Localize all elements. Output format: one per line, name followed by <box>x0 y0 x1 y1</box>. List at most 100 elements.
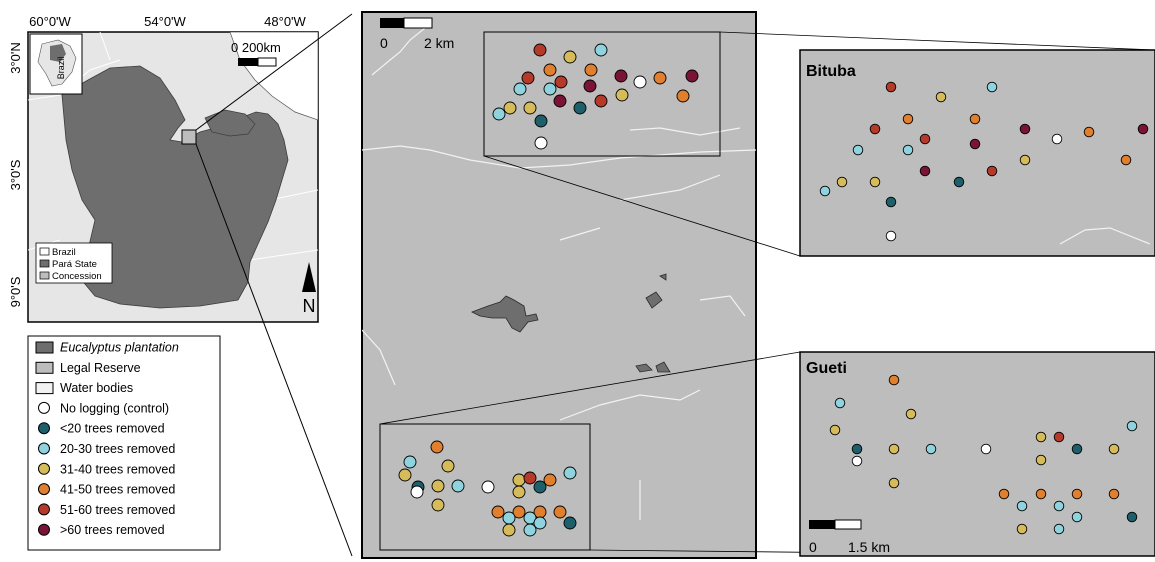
concession-scale-bar: 0 2 km <box>380 17 454 51</box>
bituba-small-plot-point <box>594 94 608 108</box>
gueti-small-plot-point <box>502 511 516 525</box>
concession-scale-end: 2 km <box>424 35 454 51</box>
gueti-small-plot-point <box>563 516 577 530</box>
bituba-big-plot-point <box>969 113 981 125</box>
gueti-big-plot-point <box>1108 443 1120 455</box>
overview-scale-bar: 0 200km <box>231 40 281 67</box>
bituba-small-plot-point <box>543 63 557 77</box>
legend-label-1: Legal Reserve <box>60 361 141 375</box>
gueti-small-plot-point <box>451 479 465 493</box>
bituba-big-plot-point <box>969 138 981 150</box>
gueti-small-plot-point <box>431 479 445 493</box>
bituba-big-plot-point <box>986 165 998 177</box>
bituba-big-plot-point <box>885 81 897 93</box>
legend-symbol-5 <box>38 442 50 455</box>
gueti-big-plot-point <box>1035 454 1047 466</box>
gueti-big-plot-point <box>925 443 937 455</box>
legend-symbol-4 <box>38 422 50 435</box>
gueti-big-plot-point <box>1071 443 1083 455</box>
bituba-big-plot-point <box>919 133 931 145</box>
bituba-big-plot-point <box>1137 123 1149 135</box>
concession-map: 0 2 km <box>361 11 757 559</box>
overview-map: 60°0'W 54°0'W 48°0'W 3°0'N 3°0'S 9°0'S B… <box>8 14 319 323</box>
legend-label-4: <20 trees removed <box>60 422 165 436</box>
ov-legend-concession: Concession <box>52 271 102 282</box>
bituba-big-plot-point <box>935 91 947 103</box>
gueti-big-plot-point <box>888 374 900 386</box>
bituba-small-plot-point <box>653 71 667 85</box>
gueti-small-plot-point <box>502 523 516 537</box>
lat-tick-2: 3°0'S <box>8 159 23 190</box>
gueti-big-plot-point <box>905 408 917 420</box>
bituba-small-plot-point <box>594 43 608 57</box>
ov-legend-brazil: Brazil <box>52 247 76 258</box>
bituba-big-plot-point <box>902 113 914 125</box>
lon-tick-3: 48°0'W <box>264 14 306 29</box>
gueti-big-plot-point <box>1071 488 1083 500</box>
north-label: N <box>303 296 316 316</box>
gueti-big-plot-point <box>1016 523 1028 535</box>
bituba-small-plot-point <box>533 43 547 57</box>
legend-symbol-2 <box>35 382 54 395</box>
water-bodies <box>362 27 756 520</box>
gueti-small-plot-point <box>523 523 537 537</box>
gueti-big-plot-point <box>1035 488 1047 500</box>
legend-symbol-3 <box>38 401 50 414</box>
gueti-big-plot-point <box>1053 500 1065 512</box>
gueti-small-plot-point <box>512 485 526 499</box>
bituba-small-plot-point <box>614 69 628 83</box>
overview-legend: Brazil Pará State Concession <box>35 242 113 284</box>
bituba-small-plot-point <box>573 101 587 115</box>
gueti-small-plot-point <box>491 505 505 519</box>
legend-symbol-9 <box>38 523 50 536</box>
bituba-big-plot-point <box>852 144 864 156</box>
bituba-big-plot-point <box>1083 126 1095 138</box>
eucalyptus-patches <box>471 273 671 373</box>
gueti-small-plot-point <box>533 516 547 530</box>
legend-symbol-1 <box>35 361 54 374</box>
gueti-small-plot-point <box>398 468 412 482</box>
inset-label: Brazil <box>56 57 66 80</box>
bituba-big-plot-point <box>1051 133 1063 145</box>
gueti-big-plot-point <box>834 397 846 409</box>
bituba-small-plot-point <box>492 107 506 121</box>
gueti-small-plot-point <box>563 466 577 480</box>
gueti-big-plot-point <box>1126 420 1138 432</box>
legend-label-2: Water bodies <box>60 381 133 395</box>
bituba-small-plot-point <box>584 63 598 77</box>
gueti-big-plot-point <box>1108 488 1120 500</box>
gueti-big-plot-point <box>851 443 863 455</box>
bituba-big-plot-point <box>885 230 897 242</box>
bituba-big-plot-point <box>1019 154 1031 166</box>
brazil-inset: Brazil <box>29 33 83 95</box>
gueti-small-plot-point <box>543 473 557 487</box>
legend-label-7: 41-50 trees removed <box>60 483 175 497</box>
bituba-small-plot-point <box>554 75 568 89</box>
gueti-small-plot-point <box>523 471 537 485</box>
gueti-small-plot-point <box>481 480 495 494</box>
gueti-big-plot-point <box>1053 523 1065 535</box>
gueti-small-plot-point <box>431 498 445 512</box>
lat-tick-3: 9°0'S <box>8 276 23 307</box>
gueti-big-plot-point <box>1053 431 1065 443</box>
gueti-small-plot-point <box>512 473 526 487</box>
bituba-small-plot-point <box>553 94 567 108</box>
gueti-big-plot-point <box>998 488 1010 500</box>
bituba-big-plot-point <box>953 176 965 188</box>
legend-label-9: >60 trees removed <box>60 523 165 537</box>
gueti-scale-bar: 0 1.5 km <box>809 519 890 555</box>
gueti-small-plot-point <box>430 440 444 454</box>
bituba-big-plot-point <box>819 185 831 197</box>
gueti-big-plot-point <box>1035 431 1047 443</box>
bituba-big-plot-point <box>1120 154 1132 166</box>
gueti-big-plot-point <box>851 455 863 467</box>
bituba-small-plot-point <box>676 89 690 103</box>
gueti-big-plot-point <box>888 443 900 455</box>
gueti-small-plot-point <box>533 480 547 494</box>
bituba-title: Bituba <box>806 63 856 80</box>
gueti-big-plot-point <box>829 424 841 436</box>
gueti-small-plot-point <box>410 485 424 499</box>
bituba-big-plot-point <box>869 176 881 188</box>
bituba-small-plot-point <box>523 101 537 115</box>
